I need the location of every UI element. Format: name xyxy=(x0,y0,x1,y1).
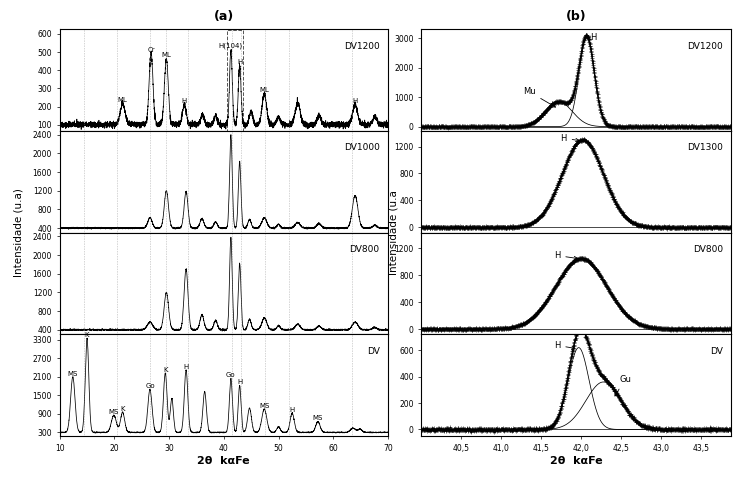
Text: H: H xyxy=(587,33,596,42)
Text: H: H xyxy=(289,407,295,413)
Text: ML: ML xyxy=(161,52,172,58)
Text: DV: DV xyxy=(367,346,380,356)
Text: H: H xyxy=(554,251,577,260)
Text: DV1000: DV1000 xyxy=(344,143,380,152)
Bar xyxy=(227,30,243,130)
Text: DV800: DV800 xyxy=(350,245,380,254)
Text: DV: DV xyxy=(710,346,724,356)
Text: DV1200: DV1200 xyxy=(688,42,724,50)
Text: MS: MS xyxy=(109,409,119,415)
Text: (b): (b) xyxy=(566,10,586,23)
Text: ML: ML xyxy=(260,87,269,93)
Text: Go: Go xyxy=(145,383,154,389)
Text: Intensidade (u.a: Intensidade (u.a xyxy=(388,190,398,275)
Text: K: K xyxy=(120,406,125,412)
Text: (a): (a) xyxy=(213,10,234,23)
Text: K: K xyxy=(163,367,168,373)
Text: MS: MS xyxy=(68,370,78,377)
Text: ML: ML xyxy=(118,97,128,103)
Text: Go: Go xyxy=(226,372,236,378)
Text: H: H xyxy=(184,364,189,370)
Text: DV1300: DV1300 xyxy=(688,143,724,152)
Text: DV1200: DV1200 xyxy=(344,42,380,50)
Text: Cr: Cr xyxy=(147,47,155,53)
Text: H: H xyxy=(560,133,579,143)
Text: K: K xyxy=(85,332,90,338)
Text: Intensidade (u.a): Intensidade (u.a) xyxy=(13,188,24,277)
Text: MS: MS xyxy=(313,416,323,421)
Text: Mu: Mu xyxy=(523,87,556,107)
Text: H: H xyxy=(352,98,358,104)
Text: DV800: DV800 xyxy=(693,245,724,254)
Text: H: H xyxy=(237,59,242,65)
Text: H: H xyxy=(554,341,575,350)
Text: Gu: Gu xyxy=(615,375,631,396)
Text: H: H xyxy=(182,98,187,104)
X-axis label: 2θ  kαFe: 2θ kαFe xyxy=(550,456,603,466)
Text: H: H xyxy=(237,379,242,385)
Text: MS: MS xyxy=(259,403,269,409)
Text: H(104): H(104) xyxy=(219,43,243,49)
X-axis label: 2θ  kαFe: 2θ kαFe xyxy=(198,456,250,466)
